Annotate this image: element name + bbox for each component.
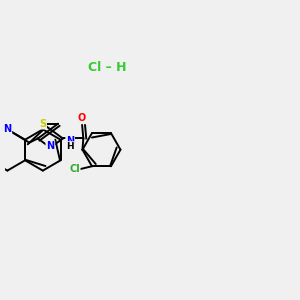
Text: H: H [66,142,74,151]
Text: N: N [66,136,74,146]
Text: S: S [39,119,46,129]
Text: Cl – H: Cl – H [88,61,126,74]
Text: N: N [3,124,11,134]
Text: Cl: Cl [69,164,80,174]
Text: N: N [46,141,54,151]
Text: O: O [78,113,86,124]
